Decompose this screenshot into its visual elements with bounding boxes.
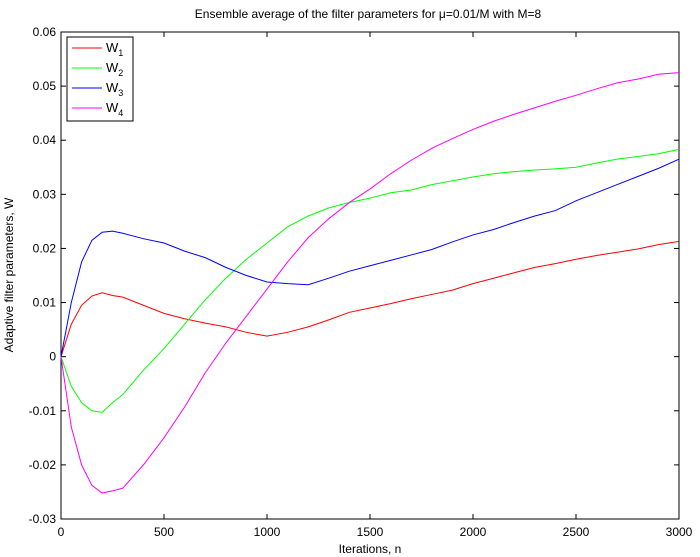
y-tick-label: 0.02	[33, 241, 57, 255]
series-line-w2	[60, 148, 680, 413]
chart-title: Ensemble average of the filter parameter…	[195, 7, 542, 21]
series-line-w4	[60, 72, 680, 494]
y-tick-label: -0.02	[29, 458, 57, 472]
legend-label-w3: W3	[106, 80, 123, 98]
x-tick-label: 0	[58, 525, 65, 539]
y-tick-label: 0.06	[33, 25, 57, 39]
y-tick-label: 0	[49, 350, 56, 364]
plot-area	[60, 31, 680, 520]
x-tick-label: 2500	[563, 525, 590, 539]
y-tick-label: 0.01	[33, 296, 57, 310]
x-axis-label: Iterations, n	[339, 542, 402, 556]
y-tick-label: -0.03	[29, 512, 57, 526]
x-tick-label: 3000	[666, 525, 693, 539]
x-tick-label: 1500	[357, 525, 384, 539]
legend: W1 W2 W3 W4	[66, 36, 134, 122]
x-tick-label: 2000	[460, 525, 487, 539]
x-tick-label: 1000	[254, 525, 281, 539]
y-tick-label: 0.03	[33, 187, 57, 201]
series-lines	[60, 72, 680, 494]
legend-label-w2: W2	[106, 60, 123, 78]
legend-label-w1: W1	[106, 40, 123, 58]
legend-label-w4: W4	[106, 100, 123, 118]
y-tick-label: -0.01	[29, 404, 57, 418]
legend-box	[66, 36, 134, 122]
series-line-w1	[60, 240, 680, 357]
x-tick-label: 500	[154, 525, 174, 539]
y-tick-label: 0.04	[33, 133, 57, 147]
y-tick-label: 0.05	[33, 79, 57, 93]
y-axis-label: Adaptive filter parameters, W	[2, 197, 16, 352]
series-line-w3	[60, 158, 680, 357]
axis-ticks: 0 500 1000 1500 2000 2500 3000 -0.03 -0.02 -0.01 0…	[29, 25, 693, 539]
